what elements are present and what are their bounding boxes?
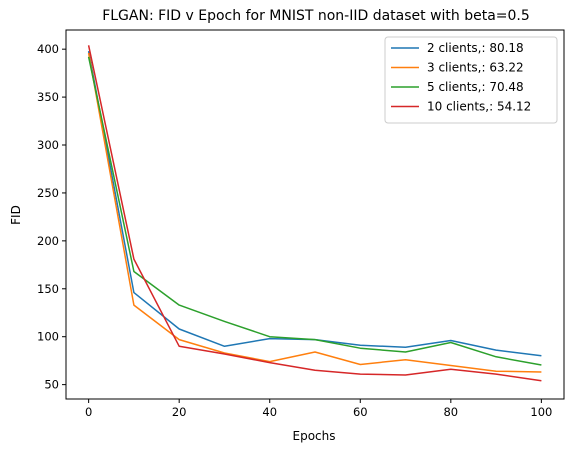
x-tick-label: 80 bbox=[443, 405, 458, 419]
y-tick-label: 200 bbox=[37, 234, 59, 248]
y-axis-label: FID bbox=[9, 205, 23, 225]
legend: 2 clients,: 80.18 3 clients,: 63.22 5 clie… bbox=[384, 36, 558, 124]
legend-label: 3 clients,: 63.22 bbox=[427, 61, 524, 75]
y-tick-label: 350 bbox=[37, 90, 59, 104]
chart-title: FLGAN: FID v Epoch for MNIST non-IID dat… bbox=[102, 8, 530, 24]
series-line-3 bbox=[87, 45, 542, 382]
legend-label: 10 clients,: 54.12 bbox=[427, 100, 531, 114]
x-tick-label: 40 bbox=[262, 405, 277, 419]
legend-label: 2 clients,: 80.18 bbox=[427, 41, 524, 55]
y-tick-label: 300 bbox=[37, 138, 59, 152]
y-tick-label: 50 bbox=[44, 378, 59, 392]
x-tick-label: 60 bbox=[353, 405, 368, 419]
y-tick-label: 100 bbox=[37, 330, 59, 344]
series-line-1 bbox=[87, 52, 542, 373]
legend-label: 5 clients,: 70.48 bbox=[427, 80, 524, 94]
x-axis-ticks: 0 20 40 60 80 100 bbox=[85, 399, 552, 419]
y-tick-label: 400 bbox=[37, 42, 59, 56]
series-layer bbox=[87, 45, 542, 382]
x-tick-label: 20 bbox=[172, 405, 187, 419]
x-tick-label: 100 bbox=[530, 405, 552, 419]
x-axis-label: Epochs bbox=[293, 429, 336, 443]
y-tick-label: 250 bbox=[37, 186, 59, 200]
legend-box bbox=[384, 36, 558, 124]
y-tick-label: 150 bbox=[37, 282, 59, 296]
plot-frame bbox=[65, 29, 565, 400]
y-axis-ticks: 50 100 150 200 250 300 350 400 bbox=[37, 42, 66, 392]
x-tick-label: 0 bbox=[85, 405, 92, 419]
series-line-2 bbox=[87, 56, 542, 366]
